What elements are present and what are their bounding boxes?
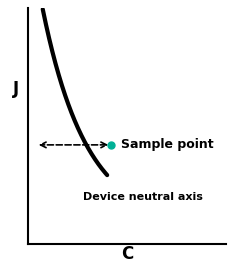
X-axis label: C: C xyxy=(121,245,133,263)
Y-axis label: J: J xyxy=(13,80,19,98)
Text: Sample point: Sample point xyxy=(121,138,214,151)
Text: Device neutral axis: Device neutral axis xyxy=(83,192,203,202)
